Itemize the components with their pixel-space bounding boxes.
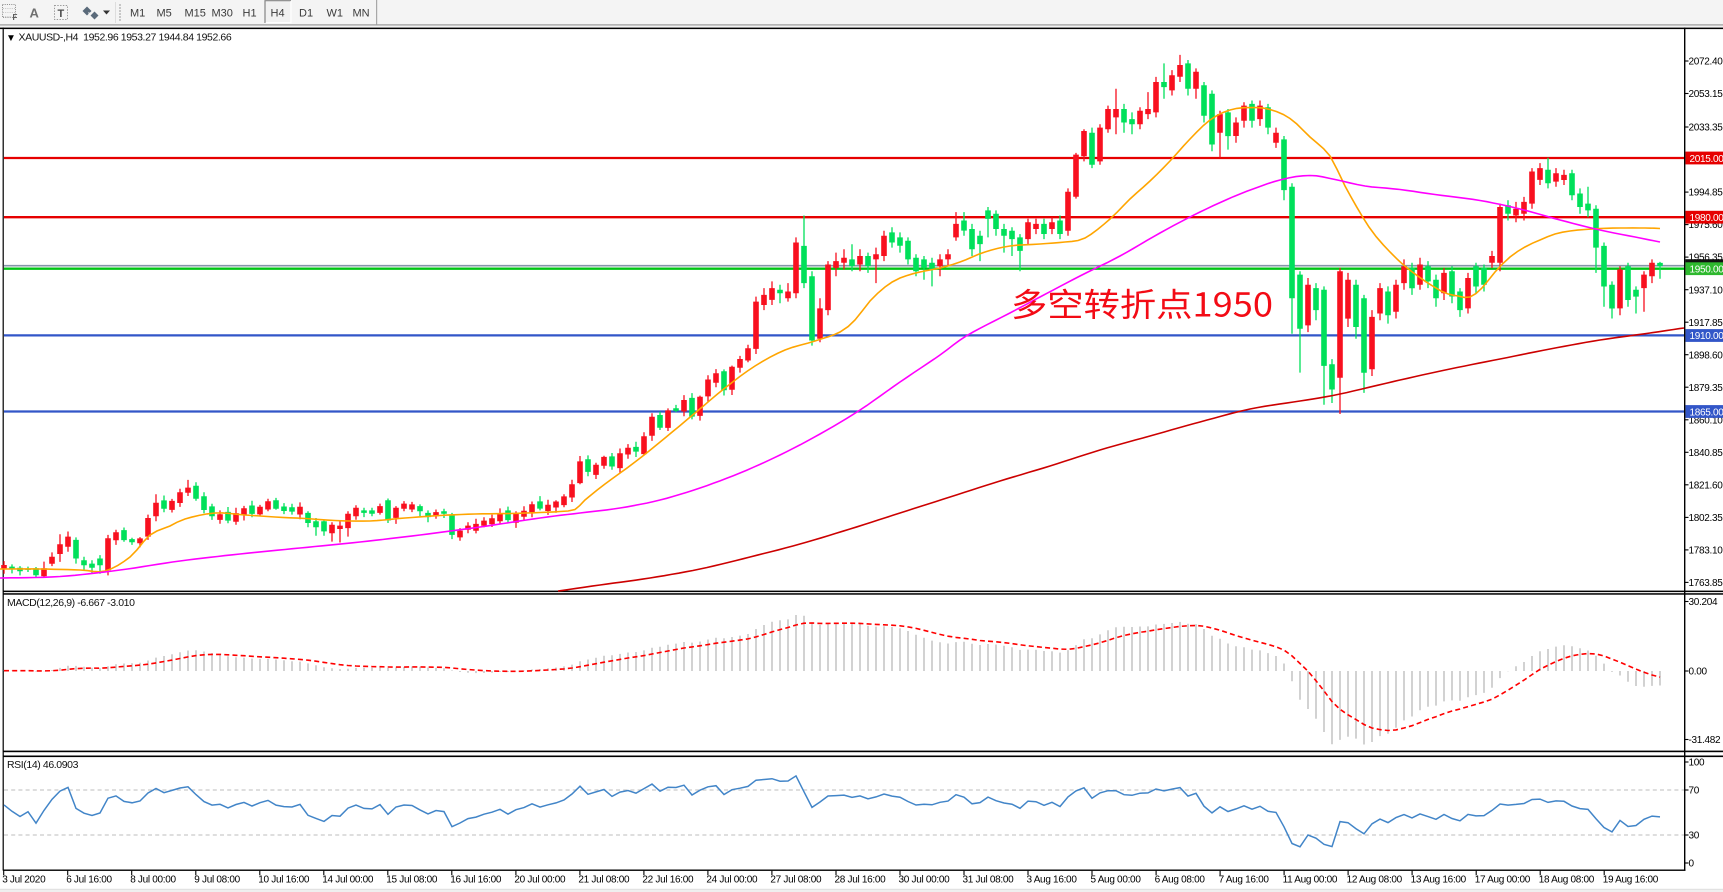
svg-text:M15: M15 [185, 8, 206, 20]
svg-text:0.00: 0.00 [1689, 667, 1708, 678]
svg-text:24 Jul 00:00: 24 Jul 00:00 [706, 875, 758, 886]
svg-text:8 Jul 00:00: 8 Jul 00:00 [130, 875, 176, 886]
svg-text:2033.35: 2033.35 [1689, 123, 1723, 134]
svg-text:MN: MN [353, 8, 370, 20]
svg-text:0: 0 [1689, 859, 1695, 870]
svg-text:12 Aug 08:00: 12 Aug 08:00 [1347, 875, 1403, 886]
svg-text:T: T [58, 8, 65, 20]
svg-text:1879.35: 1879.35 [1689, 383, 1723, 394]
svg-text:28 Jul 16:00: 28 Jul 16:00 [835, 875, 887, 886]
svg-text:▼: ▼ [6, 33, 16, 44]
svg-text:13 Aug 16:00: 13 Aug 16:00 [1411, 875, 1467, 886]
svg-text:1975.60: 1975.60 [1689, 220, 1723, 231]
svg-text:-31.482: -31.482 [1689, 735, 1722, 746]
svg-text:A: A [30, 6, 40, 21]
svg-text:1865.00: 1865.00 [1690, 407, 1723, 418]
svg-text:1783.10: 1783.10 [1689, 546, 1723, 557]
svg-text:19 Aug 16:00: 19 Aug 16:00 [1603, 875, 1659, 886]
svg-text:30.204: 30.204 [1689, 597, 1719, 608]
svg-text:31 Jul 08:00: 31 Jul 08:00 [963, 875, 1015, 886]
svg-text:100: 100 [1689, 758, 1706, 769]
svg-text:RSI(14) 46.0903: RSI(14) 46.0903 [7, 759, 79, 771]
svg-text:1840.85: 1840.85 [1689, 448, 1723, 459]
svg-text:MACD(12,26,9) -6.667 -3.010: MACD(12,26,9) -6.667 -3.010 [7, 597, 135, 609]
svg-text:6 Aug 08:00: 6 Aug 08:00 [1155, 875, 1206, 886]
svg-text:1910.00: 1910.00 [1690, 331, 1723, 342]
svg-text:1917.85: 1917.85 [1689, 318, 1723, 329]
svg-text:M1: M1 [130, 8, 145, 20]
svg-text:9 Jul 08:00: 9 Jul 08:00 [194, 875, 240, 886]
svg-text:1937.10: 1937.10 [1689, 285, 1723, 296]
svg-text:1763.85: 1763.85 [1689, 578, 1723, 589]
svg-text:30 Jul 00:00: 30 Jul 00:00 [899, 875, 951, 886]
svg-text:1802.35: 1802.35 [1689, 513, 1723, 524]
svg-text:30: 30 [1689, 831, 1700, 842]
svg-text:15 Jul 08:00: 15 Jul 08:00 [386, 875, 438, 886]
svg-text:M5: M5 [157, 8, 172, 20]
svg-text:XAUUSD-,H4 1952.96 1953.27 19: XAUUSD-,H4 1952.96 1953.27 1944.84 1952.… [19, 32, 232, 44]
svg-text:17 Aug 00:00: 17 Aug 00:00 [1475, 875, 1531, 886]
svg-text:H1: H1 [243, 8, 257, 20]
svg-text:1821.60: 1821.60 [1689, 480, 1723, 491]
svg-text:20 Jul 00:00: 20 Jul 00:00 [514, 875, 566, 886]
svg-text:M30: M30 [212, 8, 233, 20]
svg-text:22 Jul 16:00: 22 Jul 16:00 [642, 875, 694, 886]
svg-text:3 Jul 2020: 3 Jul 2020 [2, 875, 46, 886]
svg-text:2015.00: 2015.00 [1690, 154, 1723, 165]
svg-text:1994.85: 1994.85 [1689, 188, 1723, 199]
svg-text:11 Aug 00:00: 11 Aug 00:00 [1283, 875, 1338, 886]
svg-text:6 Jul 16:00: 6 Jul 16:00 [66, 875, 112, 886]
svg-text:1860.10: 1860.10 [1689, 415, 1723, 426]
svg-text:F: F [13, 13, 18, 22]
svg-text:14 Jul 00:00: 14 Jul 00:00 [322, 875, 374, 886]
svg-text:27 Jul 08:00: 27 Jul 08:00 [770, 875, 822, 886]
svg-text:W1: W1 [327, 8, 344, 20]
svg-text:2053.15: 2053.15 [1689, 89, 1723, 100]
svg-text:1898.60: 1898.60 [1689, 350, 1723, 361]
svg-text:2072.40: 2072.40 [1689, 57, 1723, 68]
svg-text:3 Aug 16:00: 3 Aug 16:00 [1027, 875, 1078, 886]
svg-text:7 Aug 16:00: 7 Aug 16:00 [1219, 875, 1270, 886]
svg-text:16 Jul 16:00: 16 Jul 16:00 [450, 875, 502, 886]
svg-text:5 Aug 00:00: 5 Aug 00:00 [1091, 875, 1142, 886]
svg-text:70: 70 [1689, 786, 1700, 797]
svg-text:H4: H4 [271, 8, 285, 20]
svg-text:1980.00: 1980.00 [1690, 213, 1723, 224]
svg-text:10 Jul 16:00: 10 Jul 16:00 [258, 875, 310, 886]
svg-text:1956.35: 1956.35 [1689, 253, 1723, 264]
svg-text:1950.00: 1950.00 [1690, 265, 1723, 276]
svg-text:18 Aug 08:00: 18 Aug 08:00 [1539, 875, 1595, 886]
svg-text:D1: D1 [299, 8, 313, 20]
svg-text:21 Jul 08:00: 21 Jul 08:00 [578, 875, 630, 886]
